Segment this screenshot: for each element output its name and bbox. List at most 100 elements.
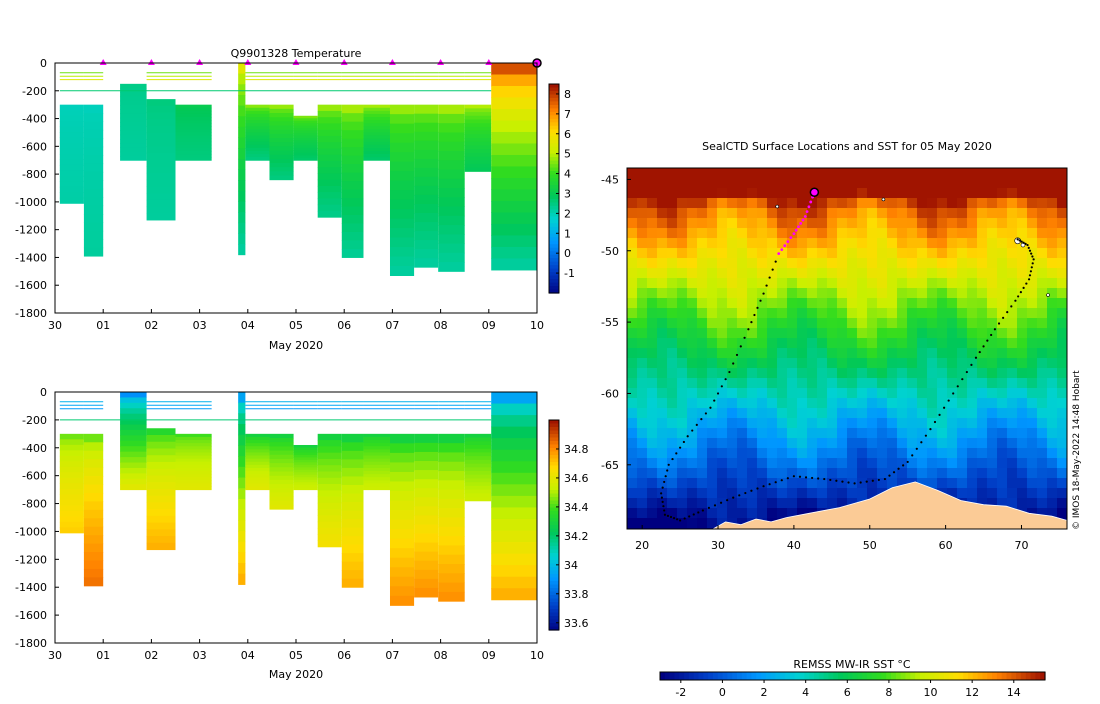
sst-cell	[707, 448, 718, 459]
sst-cell	[927, 188, 938, 199]
sst-cell	[877, 458, 888, 469]
sst-cell	[677, 368, 688, 379]
sst-cell	[1037, 288, 1048, 299]
sst-cell	[687, 388, 698, 399]
lon-tick-label: 50	[863, 539, 877, 552]
sst-cell	[727, 248, 738, 259]
sst-cell	[757, 188, 768, 199]
sst-cell	[757, 168, 768, 179]
sst-cell	[737, 408, 748, 419]
sst-cell	[777, 188, 788, 199]
sst-cell	[697, 188, 708, 199]
sst-cell	[1017, 388, 1028, 399]
sst-cell	[927, 528, 938, 529]
profile-band	[293, 150, 318, 154]
colorbar-swatch	[549, 258, 559, 263]
sst-cell	[637, 458, 648, 469]
sst-cell	[1037, 348, 1048, 359]
sst-cell	[917, 288, 928, 299]
sst-cell	[1047, 308, 1058, 319]
sst-cell	[637, 238, 648, 249]
sst-cell	[867, 428, 878, 439]
profile-band	[317, 490, 342, 498]
profile-band	[120, 100, 147, 106]
profile-band	[83, 113, 104, 122]
sst-cell	[917, 458, 928, 469]
profile-band	[341, 113, 364, 123]
profile-band	[389, 576, 415, 587]
sst-cell	[897, 198, 908, 209]
track-point	[732, 362, 735, 365]
sst-cell	[827, 478, 838, 489]
sst-cell	[657, 358, 668, 369]
sst-cell	[867, 348, 878, 359]
colorbar-swatch	[549, 567, 559, 572]
colorbar-swatch	[549, 472, 559, 477]
sst-cell	[967, 468, 978, 479]
profile-band	[59, 433, 84, 440]
profile-band	[293, 487, 318, 491]
track-point	[762, 292, 765, 295]
profile-band	[414, 560, 439, 571]
sst-cell	[717, 368, 728, 379]
sst-cell	[707, 478, 718, 489]
colorbar-swatch	[549, 528, 559, 533]
sst-colorbar-swatch	[924, 672, 931, 680]
sst-cell	[827, 498, 838, 509]
sst-cell	[1017, 198, 1028, 209]
sst-cell	[867, 478, 878, 489]
sst-cell	[807, 388, 818, 399]
profile-band	[341, 181, 364, 191]
sst-cell	[717, 418, 728, 429]
section-profile	[438, 104, 465, 272]
track-point	[1019, 291, 1022, 294]
track-point	[804, 476, 808, 479]
sst-cell	[747, 498, 758, 509]
sst-cell	[837, 328, 848, 339]
sst-cell	[847, 458, 858, 469]
sst-cell	[667, 438, 678, 449]
sst-cell	[687, 368, 698, 379]
sst-cell	[697, 488, 708, 499]
sst-cell	[987, 448, 998, 459]
profile-band	[363, 474, 390, 478]
profile-band	[59, 488, 84, 495]
profile-band	[269, 442, 294, 447]
track-point	[750, 489, 753, 492]
sst-cell	[827, 398, 838, 409]
sst-cell	[857, 188, 868, 199]
sst-cell	[767, 278, 778, 289]
colorbar-swatch	[549, 483, 559, 488]
sst-cell	[907, 198, 918, 209]
sst-cell	[1057, 368, 1067, 379]
profile-band	[245, 157, 270, 161]
profile-band	[120, 143, 147, 148]
profile-band	[83, 433, 104, 443]
sst-cell	[977, 178, 988, 189]
sst-cell	[917, 468, 928, 479]
sst-cell	[797, 458, 808, 469]
sst-cell	[1007, 398, 1018, 409]
sst-cell	[907, 218, 918, 229]
sst-cell	[857, 178, 868, 189]
profile-band	[146, 193, 176, 201]
colorbar-swatch	[549, 430, 559, 435]
profile-band	[363, 461, 390, 466]
profile-band	[438, 197, 465, 208]
sst-cell	[997, 478, 1008, 489]
sst-cell	[727, 218, 738, 229]
y-tick-label: -1000	[15, 525, 47, 538]
profile-band	[341, 570, 364, 580]
profile-band	[414, 249, 439, 259]
profile-band	[146, 441, 176, 449]
sst-cell	[687, 448, 698, 459]
sst-cell	[827, 448, 838, 459]
sst-colorbar-swatch	[977, 672, 984, 680]
profile-band	[464, 123, 492, 128]
sst-cell	[637, 168, 648, 179]
profile-band	[269, 433, 294, 439]
track-point	[929, 428, 932, 431]
salinity-surface-lines	[59, 401, 492, 421]
